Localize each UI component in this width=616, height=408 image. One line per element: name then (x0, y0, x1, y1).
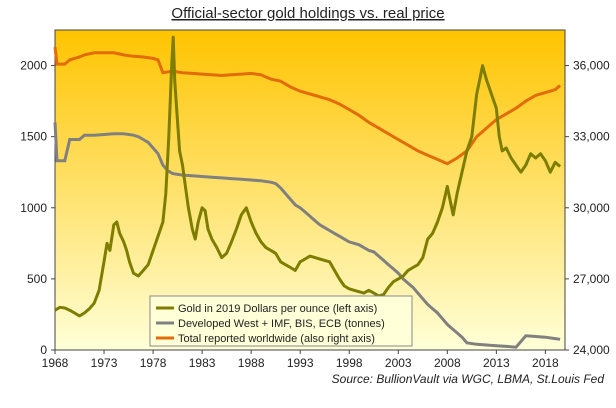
legend-label-total: Total reported worldwide (also right axi… (178, 333, 375, 345)
legend-label-west: Developed West + IMF, BIS, ECB (tonnes) (178, 318, 385, 330)
series-line-gold (54, 35, 562, 318)
x-tick-label-5: 1993 (287, 356, 314, 370)
x-tick-label-7: 2003 (385, 356, 412, 370)
x-tick-label-2: 1978 (140, 356, 167, 370)
x-tick-label-0: 1968 (42, 356, 69, 370)
x-tick-label-1: 1973 (91, 356, 118, 370)
right-tick-label-3: 33,000 (573, 130, 610, 144)
x-tick-label-6: 1998 (336, 356, 363, 370)
left-tick-label-1: 500 (27, 272, 47, 286)
series-line-total (53, 46, 562, 166)
x-tick-label-10: 2018 (532, 356, 559, 370)
legend-label-gold: Gold in 2019 Dollars per ounce (left axi… (178, 303, 377, 315)
left-axis-ticks: 0 500 1000 1500 2000 (20, 59, 55, 357)
x-axis-ticks: 1968 1973 1978 1983 1988 1993 1998 2003 2008 2013… (42, 350, 559, 370)
series-layer (53, 35, 562, 349)
right-tick-label-0: 24,000 (573, 343, 610, 357)
x-tick-label-4: 1988 (238, 356, 265, 370)
chart-title: Official-sector gold holdings vs. real p… (171, 5, 444, 22)
legend: Gold in 2019 Dollars per ounce (left axi… (149, 295, 413, 347)
right-tick-label-1: 27,000 (573, 272, 610, 286)
left-tick-label-2: 1000 (20, 201, 47, 215)
right-tick-label-4: 36,000 (573, 59, 610, 73)
left-tick-label-0: 0 (40, 343, 47, 357)
left-tick-label-4: 2000 (20, 59, 47, 73)
right-axis-ticks: 24,000 27,000 30,000 33,000 36,000 (565, 59, 610, 357)
x-tick-label-9: 2013 (483, 356, 510, 370)
series-line-west (53, 122, 561, 349)
left-tick-label-3: 1500 (20, 130, 47, 144)
x-tick-label-3: 1983 (189, 356, 216, 370)
right-tick-label-2: 30,000 (573, 201, 610, 215)
legend-box (149, 295, 413, 347)
x-tick-label-8: 2008 (434, 356, 461, 370)
source-note: Source: BullionVault via WGC, LBMA, St.L… (332, 372, 605, 386)
